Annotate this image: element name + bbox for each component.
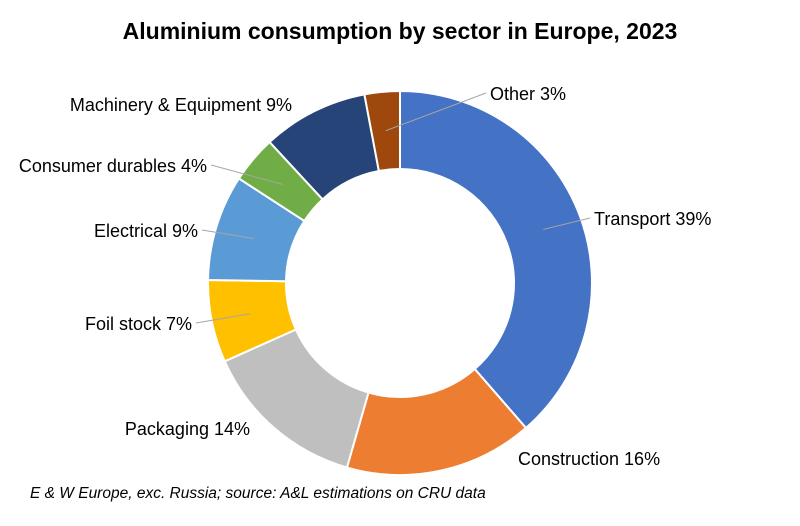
leader-line bbox=[385, 92, 487, 132]
donut-slice bbox=[363, 89, 401, 173]
slice-label: Consumer durables 4% bbox=[19, 156, 207, 176]
leader-line bbox=[543, 217, 591, 230]
slice-label: Foil stock 7% bbox=[85, 314, 192, 334]
chart-footnote: E & W Europe, exc. Russia; source: A&L e… bbox=[30, 485, 486, 502]
slice-label: Construction 16% bbox=[518, 449, 660, 469]
slice-label: Electrical 9% bbox=[94, 221, 198, 241]
slice-label: Machinery & Equipment 9% bbox=[70, 95, 292, 115]
leader-line bbox=[201, 229, 254, 239]
donut-slice bbox=[399, 89, 593, 430]
leader-line bbox=[210, 164, 284, 185]
slice-label: Transport 39% bbox=[594, 209, 711, 229]
slice-label: Other 3% bbox=[490, 84, 566, 104]
slice-label: Packaging 14% bbox=[125, 419, 250, 439]
chart-title: Aluminium consumption by sector in Europ… bbox=[122, 18, 678, 44]
leader-line bbox=[195, 313, 251, 324]
